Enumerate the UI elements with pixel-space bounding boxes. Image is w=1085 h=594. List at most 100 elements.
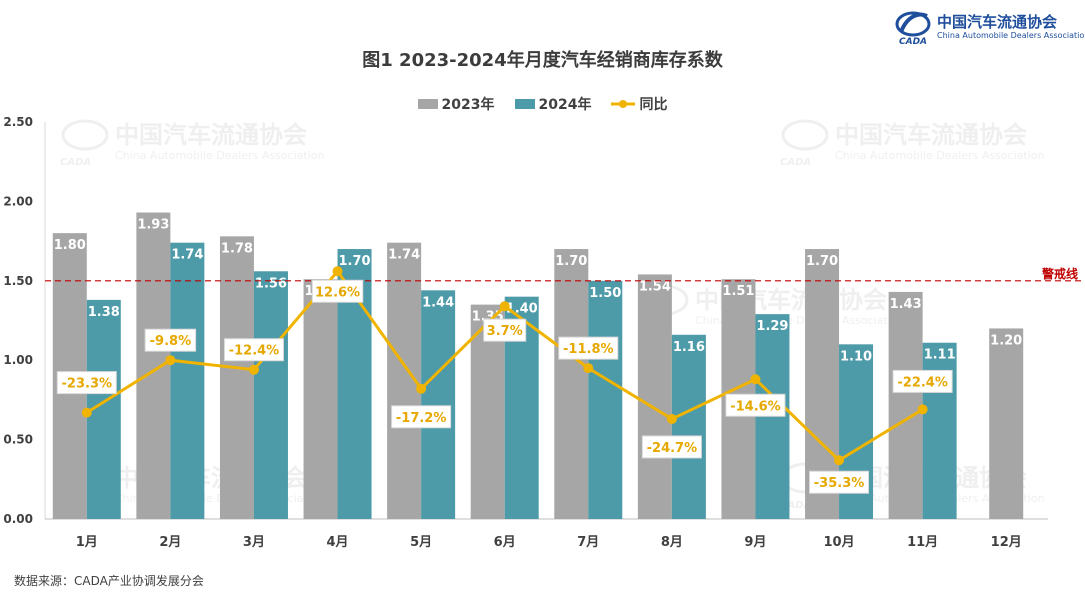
bar-label-2024: 1.38 [88, 305, 120, 320]
watermark-en: China Automobile Dealers Association [115, 149, 324, 162]
x-tick-label: 2月 [159, 535, 181, 550]
bar-label-2023: 1.20 [990, 333, 1022, 348]
cada-logo-icon: CADA [895, 11, 931, 46]
yoy-label: -9.8% [150, 334, 191, 349]
x-tick-label: 4月 [327, 535, 349, 550]
legend-label-2023: 2023年 [441, 97, 495, 113]
bar-2024 [253, 271, 288, 519]
yoy-point [917, 404, 928, 415]
yoy-label-box [223, 338, 284, 362]
svg-text:CADA: CADA [899, 37, 927, 46]
bar-label-2023: 1.80 [54, 238, 86, 253]
watermark-mark: CADA [60, 157, 91, 168]
x-tick-label: 9月 [744, 535, 766, 550]
bar-label-2024: 1.74 [171, 248, 203, 263]
yoy-label-box [892, 369, 953, 393]
legend-swatch-2023 [417, 99, 438, 109]
bar-2023 [219, 236, 254, 519]
x-tick-label: 8月 [661, 535, 683, 550]
yoy-point [81, 407, 92, 418]
bar-label-2024: 1.50 [589, 286, 621, 301]
bar-label-2023: 1.43 [890, 297, 922, 312]
watermark-mark: CADA [780, 500, 811, 511]
bar-2024 [588, 280, 623, 519]
yoy-label-box [809, 470, 870, 494]
x-tick-label: 11月 [907, 535, 938, 550]
yoy-point [332, 266, 343, 277]
yoy-point [583, 363, 594, 374]
x-tick-label: 7月 [577, 535, 599, 550]
watermark-en: China Automobile Dealers Association [835, 149, 1044, 162]
chart-title: 图1 2023-2024年月度汽车经销商库存系数 [362, 50, 723, 71]
bar-label-2024: 1.44 [422, 295, 454, 310]
yoy-label: -14.6% [730, 399, 781, 414]
bar-2023 [136, 212, 171, 520]
bar-2023 [637, 274, 672, 519]
bar-label-2023: 1.51 [722, 284, 754, 299]
yoy-label-box [56, 371, 117, 395]
bar-label-2024: 1.11 [924, 348, 956, 363]
x-tick-label: 6月 [494, 535, 516, 550]
y-tick-label: 1.50 [3, 274, 33, 288]
yoy-label-box [483, 318, 527, 342]
bar-2024 [922, 342, 957, 519]
yoy-label: 3.7% [487, 324, 523, 339]
yoy-point [499, 301, 510, 312]
legend-swatch-yoy [611, 100, 636, 108]
yoy-label-box [641, 435, 702, 459]
watermark-logo-icon [61, 119, 109, 151]
yoy-label-box [391, 405, 452, 429]
yoy-label: -22.4% [897, 375, 948, 390]
bar-label-2024: 1.56 [255, 276, 287, 291]
yoy-label: -24.7% [647, 441, 698, 456]
data-source-note: 数据来源：CADA产业协调发展分会 [14, 574, 204, 588]
yoy-label: 12.6% [315, 285, 360, 300]
cada-logo: CADA 中国汽车流通协会 China Automobile Dealers A… [893, 6, 1085, 46]
yoy-point [165, 355, 176, 366]
bar-2023 [554, 249, 589, 520]
bar-2023 [989, 328, 1024, 519]
bar-label-2023: 1.54 [639, 279, 671, 294]
legend-item-2024: 2024年 [514, 94, 591, 114]
logo-english-name: China Automobile Dealers Association [937, 31, 1085, 40]
bar-label-2023: 1.74 [388, 248, 420, 263]
yoy-label-box [558, 336, 619, 360]
bar-label-2023: 1.78 [221, 241, 253, 256]
chart-legend: 2023年 2024年 同比 [0, 94, 1085, 114]
bar-label-2024: 1.70 [339, 254, 371, 269]
yoy-label: -17.2% [396, 411, 447, 426]
bar-label-2024: 1.16 [673, 340, 705, 355]
yoy-label: -12.4% [229, 344, 280, 359]
watermark-cn: 中国汽车流通协会 [835, 121, 1027, 149]
yoy-label: -35.3% [814, 476, 865, 491]
bar-2024 [671, 334, 706, 519]
bar-label-2024: 1.10 [840, 349, 872, 364]
watermark-mark: CADA [780, 157, 811, 168]
bar-label-2023: 1.70 [806, 254, 838, 269]
yoy-label-box [725, 393, 786, 417]
watermark-cn: 中国汽车流通协会 [115, 121, 307, 149]
legend-item-yoy: 同比 [611, 94, 667, 114]
yoy-point [248, 364, 259, 375]
y-tick-label: 0.00 [3, 512, 33, 526]
bar-2023 [888, 291, 923, 519]
yoy-point [666, 413, 677, 424]
warning-line-label: 警戒线 [1041, 266, 1078, 281]
x-tick-label: 12月 [991, 535, 1022, 550]
legend-item-2023: 2023年 [417, 94, 495, 114]
y-tick-label: 0.50 [3, 433, 33, 447]
bar-label-2023: 1.70 [555, 254, 587, 269]
bar-label-2024: 1.29 [756, 319, 788, 334]
legend-swatch-2024 [514, 99, 535, 109]
bar-label-2023: 1.93 [137, 218, 169, 233]
y-tick-label: 1.00 [3, 353, 33, 367]
bar-2023 [303, 279, 338, 519]
bar-2024 [421, 290, 456, 519]
logo-chinese-name: 中国汽车流通协会 [937, 13, 1058, 31]
yoy-point [834, 455, 845, 466]
x-tick-label: 10月 [823, 535, 854, 550]
x-tick-label: 5月 [410, 535, 432, 550]
